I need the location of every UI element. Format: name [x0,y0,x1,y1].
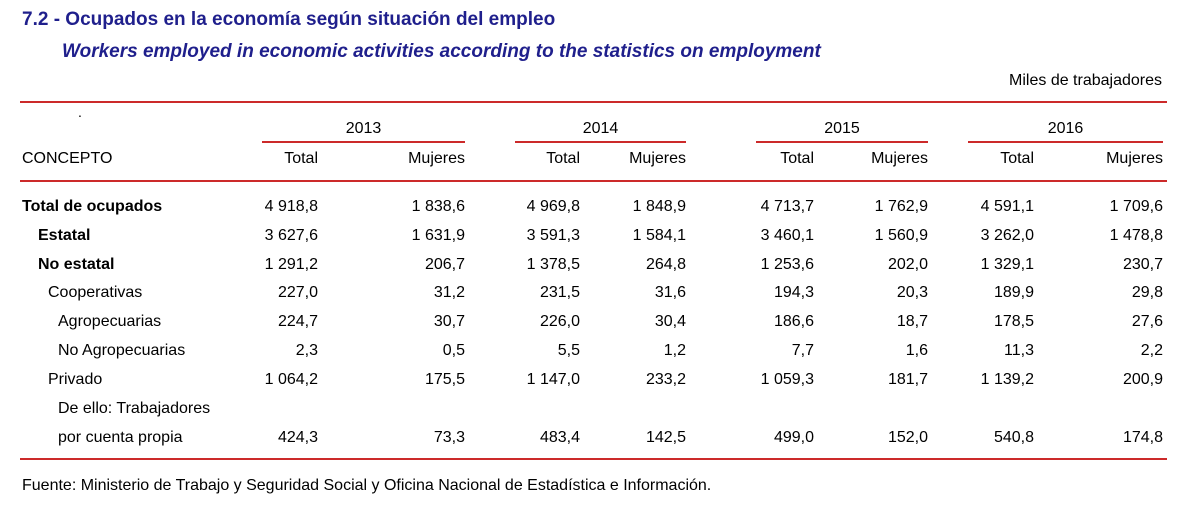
year-header-1: 2014 [582,120,619,137]
table-cell: 264,8 [645,256,686,273]
year-header-3: 2016 [1047,120,1084,137]
table-cell: 1 848,9 [632,198,686,215]
table-cell: 30,4 [654,313,686,330]
table-cell: 1 064,2 [264,371,318,388]
row-label: Total de ocupados [22,198,163,215]
table-cell: 1 291,2 [264,256,318,273]
table-cell: 4 918,8 [264,198,318,215]
row-label: No estatal [38,256,115,273]
row-label: Privado [48,371,103,388]
table-cell: 189,9 [993,284,1034,301]
table-cell: 31,6 [654,284,686,301]
table-cell: 227,0 [277,284,318,301]
units-label: Miles de trabajadores [1009,72,1162,89]
table-cell: 175,5 [424,371,465,388]
table-cell: 174,8 [1122,429,1163,446]
table-cell: 142,5 [645,429,686,446]
col-header-mujeres: Mujeres [408,150,465,167]
table-cell: 1 631,9 [411,227,465,244]
table-cell: 2,2 [1140,342,1163,359]
table-cell: 1 478,8 [1109,227,1163,244]
table-cell: 200,9 [1122,371,1163,388]
table-cell: 1 147,0 [526,371,580,388]
table-cell: 1 838,6 [411,198,465,215]
table-cell: 194,3 [773,284,814,301]
year-underline [515,141,686,143]
table-cell: 1 762,9 [874,198,928,215]
row-label: De ello: Trabajadores [58,400,211,417]
col-header-total: Total [546,150,580,167]
col-header-total: Total [780,150,814,167]
source-note: Fuente: Ministerio de Trabajo y Segurida… [22,477,712,494]
table-cell: 3 627,6 [264,227,318,244]
table-cell: 3 460,1 [760,227,814,244]
table-cell: 2,3 [295,342,318,359]
table-cell: 1 709,6 [1109,198,1163,215]
table-cell: 206,7 [424,256,465,273]
table-cell: 0,5 [442,342,465,359]
header-rule [20,180,1167,182]
table-cell: 4 591,1 [980,198,1034,215]
table-cell: 1 139,2 [980,371,1034,388]
table-cell: 1 059,3 [760,371,814,388]
row-label: No Agropecuarias [58,342,186,359]
table-cell: 4 969,8 [526,198,580,215]
table-cell: 186,6 [773,313,814,330]
table-cell: 1 378,5 [526,256,580,273]
table-cell: 181,7 [887,371,928,388]
year-header-0: 2013 [345,120,382,137]
table-cell: 20,3 [896,284,928,301]
table-cell: 224,7 [277,313,318,330]
table-cell: 29,8 [1131,284,1163,301]
table-cell: 202,0 [887,256,928,273]
table-cell: 424,3 [277,429,318,446]
table-cell: 5,5 [557,342,580,359]
table-cell: 540,8 [993,429,1034,446]
table-cell: 152,0 [887,429,928,446]
year-underline [262,141,465,143]
page-subtitle: Workers employed in economic activities … [62,41,821,62]
table-cell: 1 584,1 [632,227,686,244]
table-cell: 27,6 [1131,313,1163,330]
row-label: Cooperativas [48,284,143,301]
table-cell: 1 560,9 [874,227,928,244]
table-cell: 3 591,3 [526,227,580,244]
table-cell: 3 262,0 [980,227,1034,244]
table-cell: 4 713,7 [760,198,814,215]
year-underline [968,141,1163,143]
table-cell: 1 329,1 [980,256,1034,273]
table-cell: 11,3 [1004,342,1034,359]
table-cell: 7,7 [791,342,814,359]
row-label: Agropecuarias [58,313,162,330]
table-cell: 31,2 [433,284,465,301]
col-header-mujeres: Mujeres [629,150,686,167]
table-cell: 231,5 [539,284,580,301]
table-cell: 30,7 [433,313,465,330]
col-header-total: Total [1000,150,1034,167]
table-cell: 1,2 [663,342,686,359]
table-cell: 499,0 [773,429,814,446]
concept-header: CONCEPTO [22,150,113,167]
table-cell: 483,4 [539,429,580,446]
table-cell: 178,5 [993,313,1034,330]
bottom-rule [20,458,1167,460]
col-header-mujeres: Mujeres [871,150,928,167]
table-cell: 18,7 [896,313,928,330]
page-title: 7.2 - Ocupados en la economía según situ… [22,9,556,30]
year-header-2: 2015 [824,120,860,137]
row-label: Estatal [38,227,91,244]
stray-dot: . [78,104,82,120]
table-cell: 1 253,6 [760,256,814,273]
table-cell: 1,6 [905,342,928,359]
table-cell: 230,7 [1122,256,1163,273]
col-header-mujeres: Mujeres [1106,150,1163,167]
table-cell: 226,0 [539,313,580,330]
year-underline [756,141,928,143]
top-rule [20,101,1167,103]
table-cell: 73,3 [433,429,465,446]
table-cell: 233,2 [645,371,686,388]
row-label: por cuenta propia [58,429,183,446]
col-header-total: Total [284,150,318,167]
